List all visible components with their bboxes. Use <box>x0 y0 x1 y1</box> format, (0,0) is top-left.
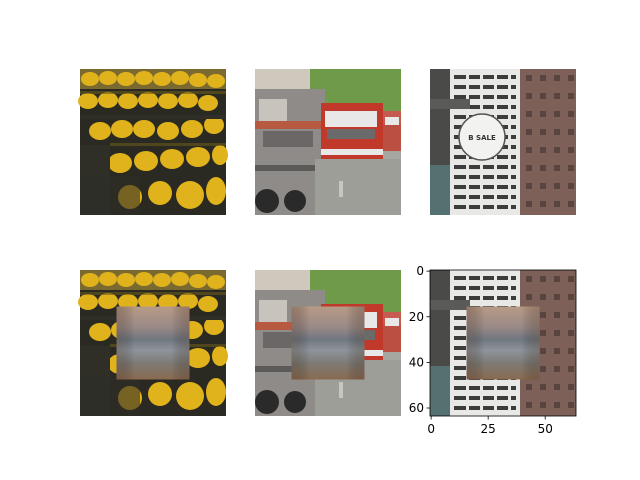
store-sign: B SALE <box>458 113 506 161</box>
panel-firetruck-original <box>255 69 401 215</box>
store-sign-text: B SALE <box>468 134 496 142</box>
y-tick-label: 60 <box>409 401 424 415</box>
x-tick-label: 25 <box>481 422 496 436</box>
panel-firetruck-patched <box>255 270 401 416</box>
panel-building-patched: 0 25 50 0 20 40 60 <box>409 264 577 436</box>
y-tick-label: 20 <box>409 310 424 324</box>
axes-frame <box>429 269 577 417</box>
adversarial-patch <box>291 306 365 380</box>
panel-building-original: B SALE <box>430 69 576 215</box>
y-tick-label: 0 <box>416 264 424 278</box>
adversarial-patch <box>466 306 540 380</box>
panel-bananas-patched <box>78 270 228 416</box>
y-tick-label: 40 <box>409 355 424 369</box>
x-axis: 0 25 50 <box>427 416 553 436</box>
x-tick-label: 0 <box>427 422 435 436</box>
adversarial-patch <box>116 306 190 380</box>
panel-bananas-original <box>78 69 228 215</box>
y-axis: 0 20 40 60 <box>409 264 430 415</box>
x-tick-label: 50 <box>538 422 553 436</box>
